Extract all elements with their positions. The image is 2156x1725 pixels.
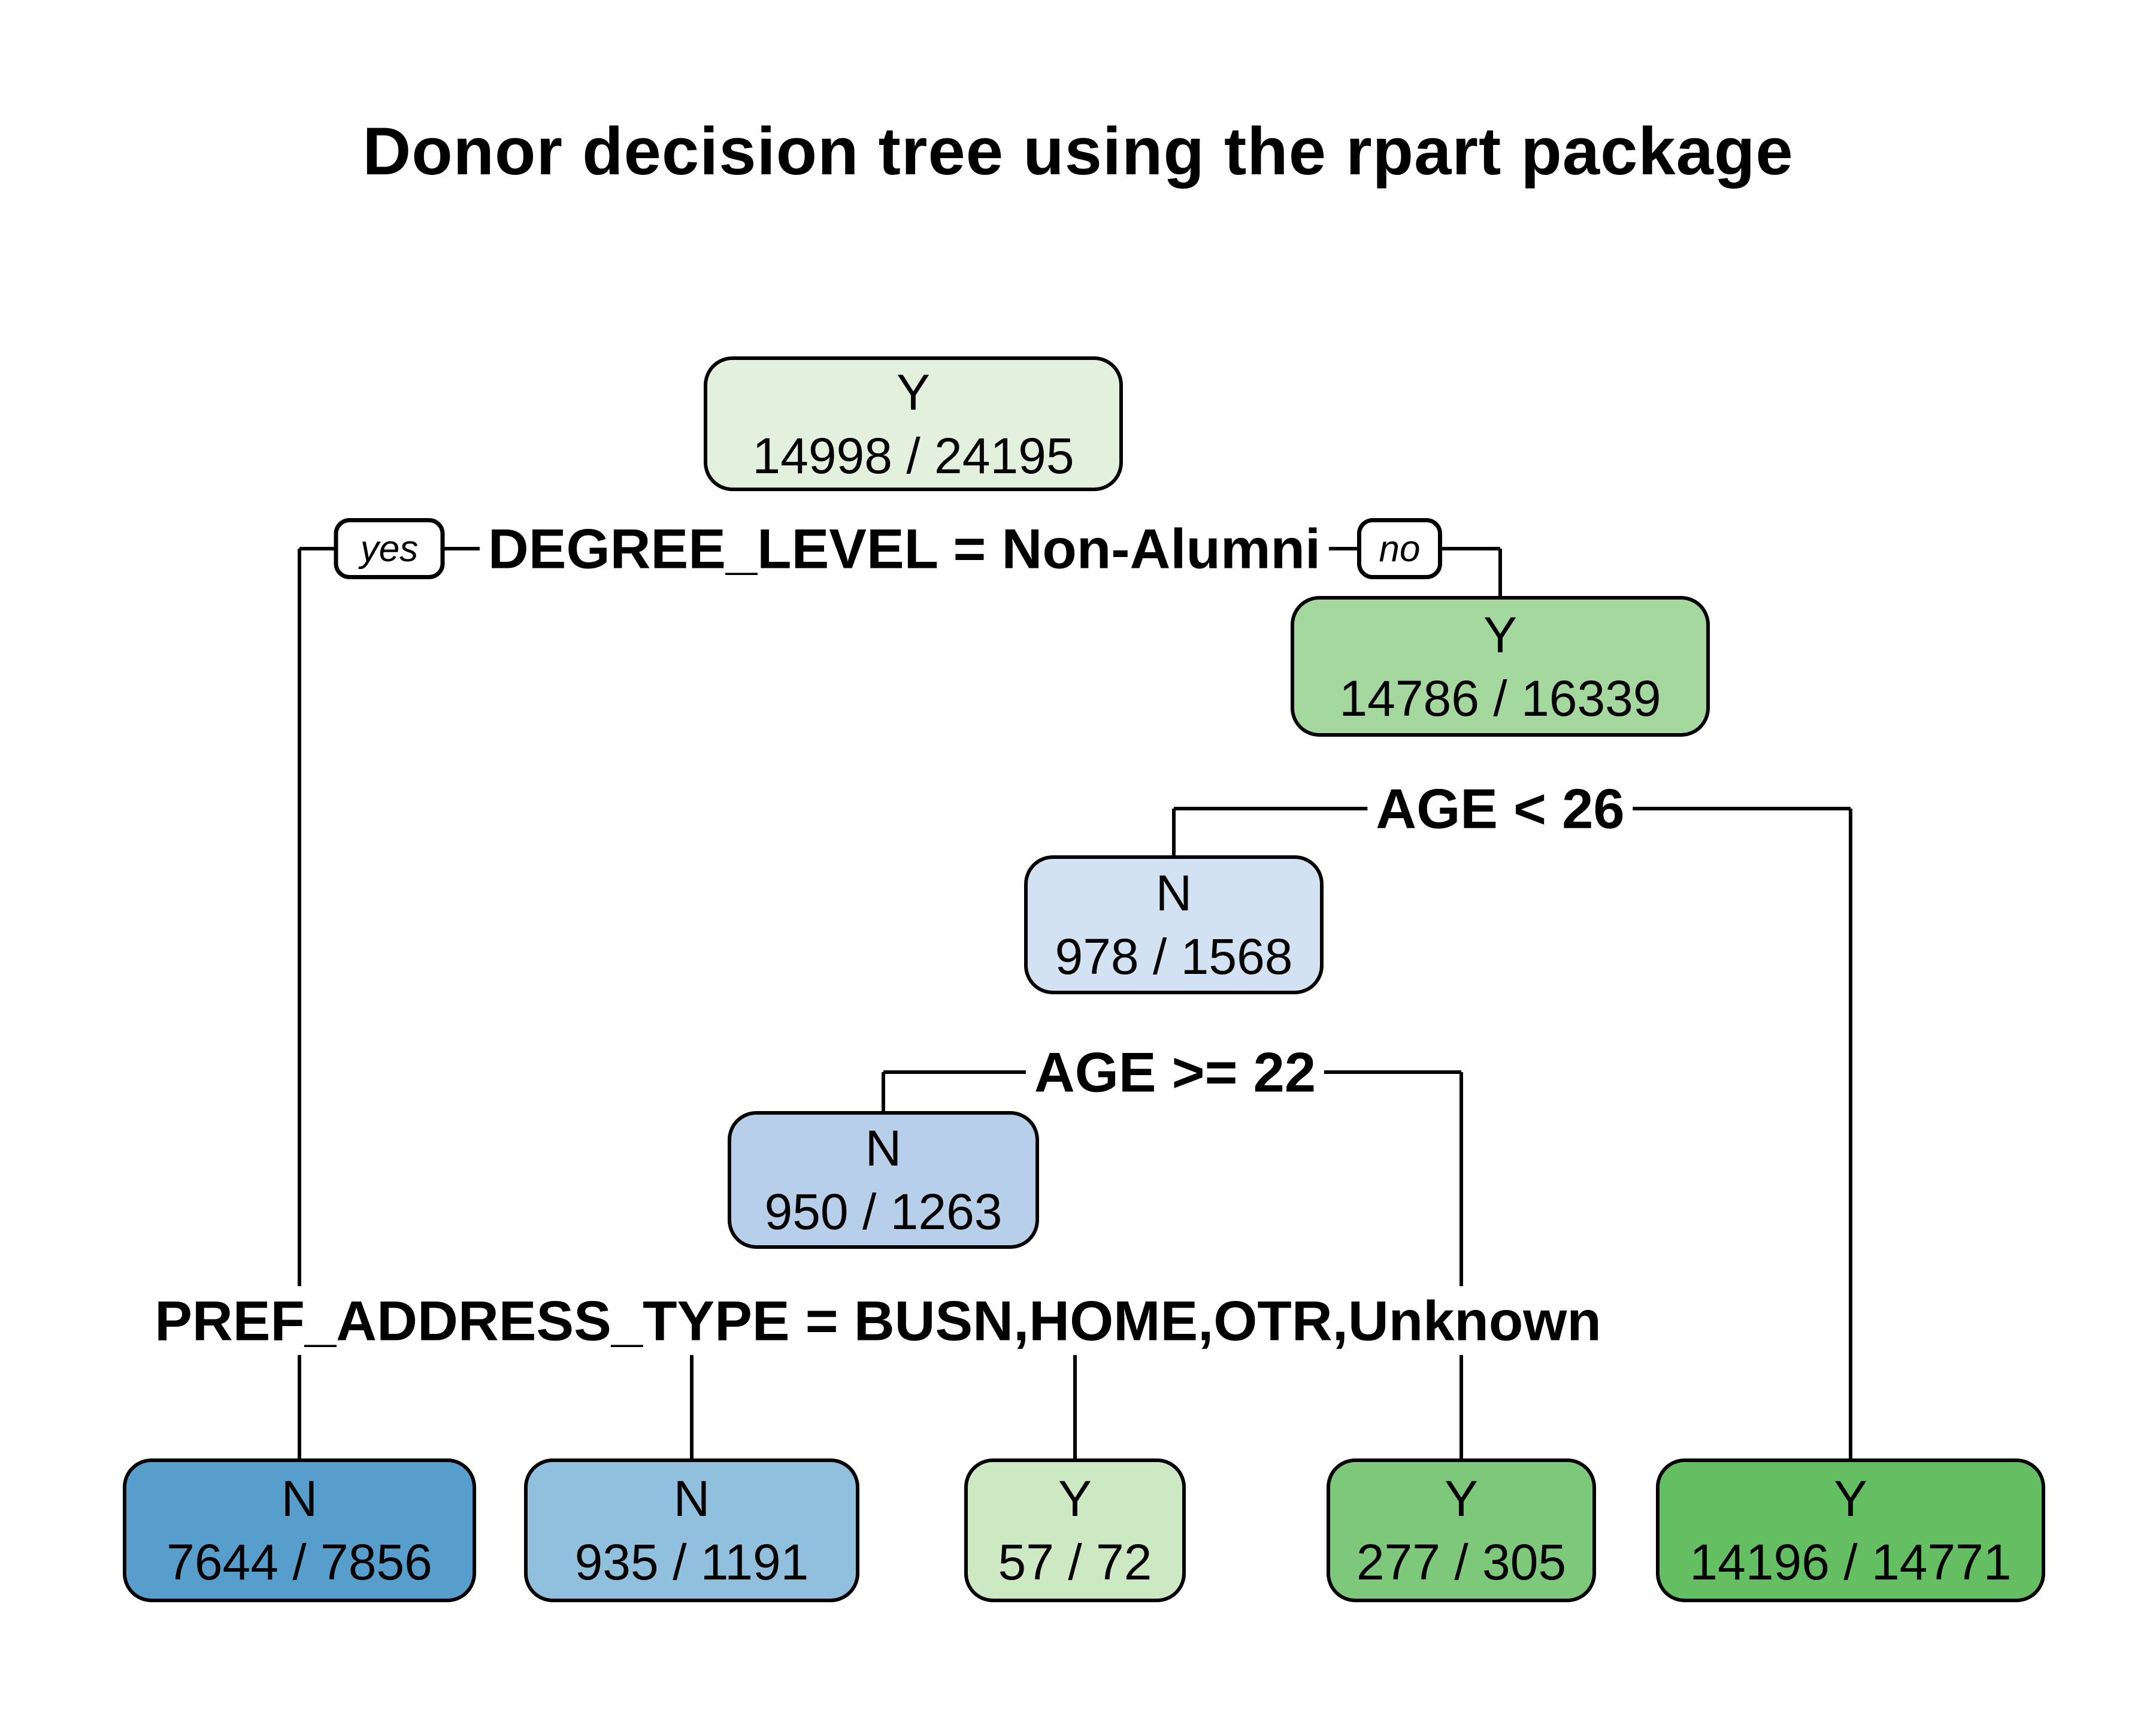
branch-label-yes: yes xyxy=(334,518,445,579)
node-class: Y xyxy=(1058,1470,1092,1527)
tree-leaf-age-26-plus: Y 14196 / 14771 xyxy=(1656,1458,2045,1602)
node-counts: 277 / 305 xyxy=(1356,1534,1567,1590)
node-class: N xyxy=(673,1470,710,1527)
tree-node-age-under-26: N 978 / 1568 xyxy=(1024,855,1324,994)
node-class: Y xyxy=(1833,1470,1868,1527)
node-class: N xyxy=(281,1470,318,1527)
tree-node-non-alumni: Y 14786 / 16339 xyxy=(1291,596,1710,737)
node-counts: 7644 / 7856 xyxy=(166,1534,432,1590)
tree-node-root: Y 14998 / 24195 xyxy=(704,356,1123,491)
chart-title: Donor decision tree using the rpart pack… xyxy=(362,114,1794,189)
node-class: Y xyxy=(1444,1470,1479,1527)
node-class: Y xyxy=(896,364,931,420)
split-label-age-lt-26: AGE < 26 xyxy=(1367,774,1633,843)
tree-leaf-pref-address-yes: N 935 / 1191 xyxy=(524,1458,859,1602)
tree-node-age-22-to-25: N 950 / 1263 xyxy=(728,1111,1039,1249)
node-counts: 935 / 1191 xyxy=(574,1534,809,1590)
node-counts: 978 / 1568 xyxy=(1055,928,1293,985)
node-class: Y xyxy=(1483,606,1518,663)
tree-leaf-age-under-22: Y 277 / 305 xyxy=(1327,1458,1596,1602)
node-counts: 950 / 1263 xyxy=(764,1184,1003,1240)
tree-leaf-alumni: N 7644 / 7856 xyxy=(123,1458,476,1602)
tree-leaf-pref-address-no: Y 57 / 72 xyxy=(964,1458,1186,1602)
node-counts: 57 / 72 xyxy=(998,1534,1152,1590)
split-label-age-ge-22: AGE >= 22 xyxy=(1025,1037,1325,1107)
node-counts: 14998 / 24195 xyxy=(752,427,1074,484)
split-label-pref-address-type: PREF_ADDRESS_TYPE = BUSN,HOME,OTR,Unknow… xyxy=(146,1286,1610,1355)
node-class: N xyxy=(865,1120,902,1176)
node-counts: 14786 / 16339 xyxy=(1339,670,1661,727)
node-counts: 14196 / 14771 xyxy=(1689,1534,2012,1590)
split-label-degree-level: DEGREE_LEVEL = Non-Alumni xyxy=(479,514,1330,583)
branch-label-no: no xyxy=(1357,518,1442,579)
node-class: N xyxy=(1155,865,1192,921)
